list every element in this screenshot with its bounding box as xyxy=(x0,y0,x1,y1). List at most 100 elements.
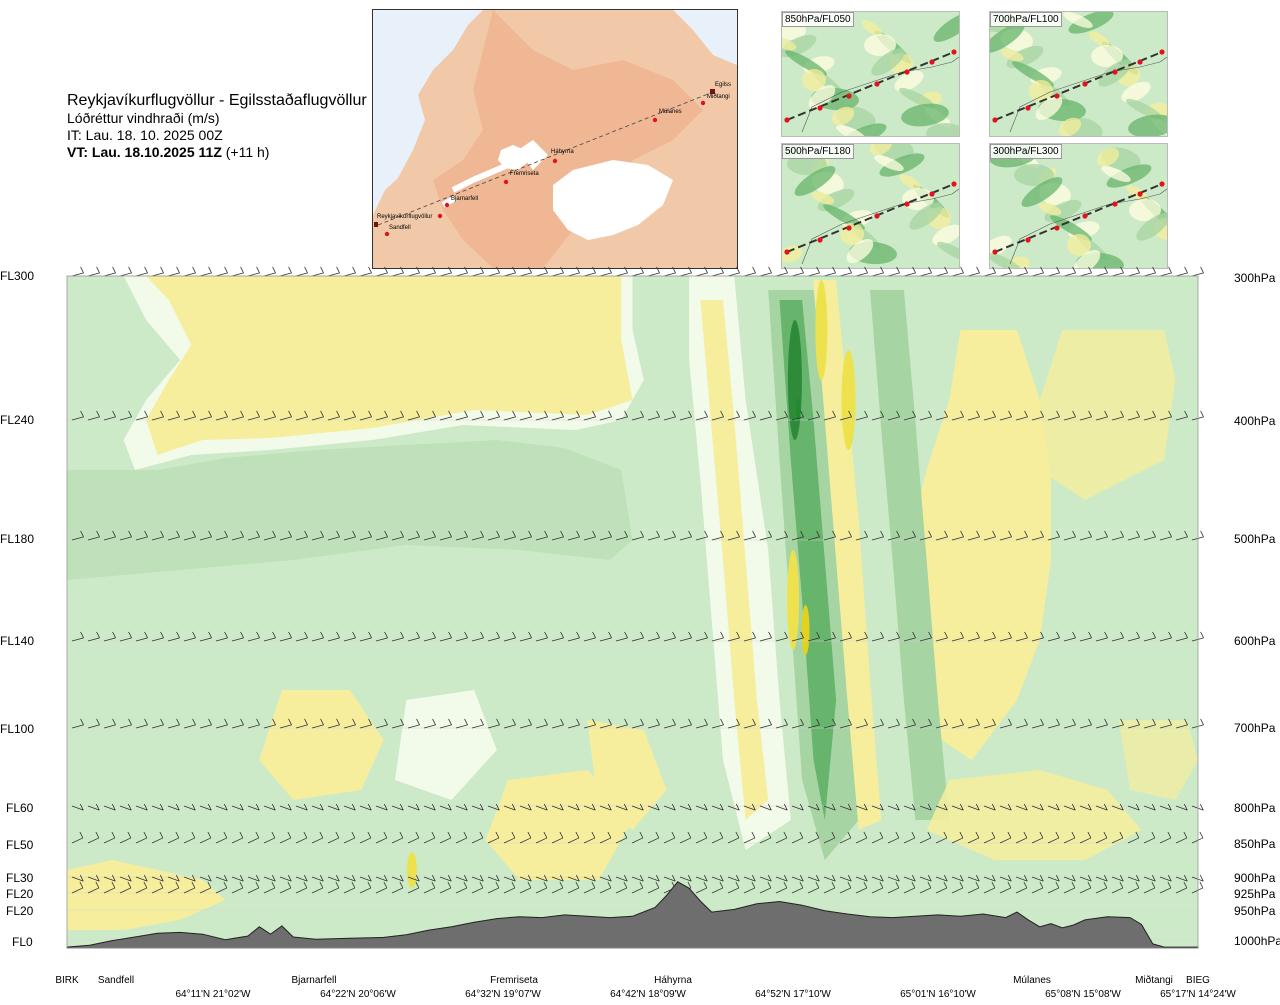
wind-barb-flag xyxy=(815,831,820,839)
wind-barb xyxy=(1031,724,1044,729)
wind-barb-flag xyxy=(79,803,84,811)
wind-barb xyxy=(807,637,820,642)
wind-barb-flag xyxy=(431,803,436,811)
wind-barb xyxy=(871,805,884,811)
wind-barb-flag xyxy=(528,410,532,418)
wind-barb xyxy=(695,837,708,844)
wind-barb-flag xyxy=(656,266,660,274)
wind-barb xyxy=(647,837,660,844)
level-map-field xyxy=(869,144,893,156)
wind-barb-flag xyxy=(592,631,596,639)
wind-barb xyxy=(743,887,756,894)
wind-barb xyxy=(1031,876,1044,882)
wind-barb xyxy=(455,637,468,642)
wind-barb-flag xyxy=(128,530,132,538)
wind-barb xyxy=(967,805,980,811)
wind-barb xyxy=(199,416,212,421)
wind-barb-flag xyxy=(751,874,756,882)
wind-barb xyxy=(983,724,996,729)
wind-barb-flag xyxy=(1040,410,1044,418)
wind-barb xyxy=(103,724,116,729)
map-label-egilsstadir: Egilss xyxy=(715,82,732,88)
wind-barb xyxy=(199,837,212,844)
wind-barb xyxy=(199,876,212,882)
wind-barb-flag xyxy=(719,831,724,839)
route-map-waypoint xyxy=(552,158,558,164)
wind-barb-flag xyxy=(975,881,980,889)
wind-barb-flag xyxy=(1167,881,1172,889)
wind-barb-flag xyxy=(95,881,100,889)
wind-barb xyxy=(103,887,116,894)
wind-barb-flag xyxy=(368,266,372,274)
wind-barb-flag xyxy=(799,803,804,811)
wind-barb-flag xyxy=(639,803,644,811)
wind-barb xyxy=(903,805,916,811)
wind-barb-flag xyxy=(1168,718,1172,726)
wind-barb-flag xyxy=(192,266,196,274)
wind-barb xyxy=(471,416,484,421)
wind-barb xyxy=(279,724,292,729)
wind-barb xyxy=(407,724,420,729)
wind-barb-flag xyxy=(303,874,308,882)
wind-barb xyxy=(551,805,564,811)
wind-barb-flag xyxy=(991,803,996,811)
wind-barb xyxy=(247,416,260,421)
level-map-field xyxy=(1121,81,1151,103)
wind-barb-flag xyxy=(416,631,420,639)
wind-barb-flag xyxy=(127,874,132,882)
wind-barb-flag xyxy=(1024,530,1028,538)
level-map-route-line xyxy=(786,51,955,121)
wind-barb-flag xyxy=(928,266,932,274)
wind-barb xyxy=(215,724,228,729)
wind-barb-flag xyxy=(959,881,964,889)
wind-barb xyxy=(855,837,868,844)
y-tick-left: FL180 xyxy=(0,532,35,546)
wind-barb-flag xyxy=(319,803,324,811)
wind-barb xyxy=(119,876,132,882)
wind-barb-flag xyxy=(560,631,564,639)
wind-barb-flag xyxy=(960,266,964,274)
wind-barb xyxy=(855,536,868,541)
wind-barb xyxy=(1175,272,1188,277)
wind-barb xyxy=(231,887,244,894)
wind-barb-flag xyxy=(128,410,132,418)
wind-barb-flag xyxy=(176,410,180,418)
wind-barb-flag xyxy=(1151,874,1156,882)
wind-barb xyxy=(215,272,228,277)
wind-barb-flag xyxy=(944,718,948,726)
wind-barb-flag xyxy=(448,266,452,274)
wind-barb-flag xyxy=(160,718,164,726)
level-map-waypoint xyxy=(1054,225,1060,231)
wind-barb xyxy=(951,637,964,642)
wind-barb xyxy=(855,876,868,882)
wind-barb-flag xyxy=(815,881,820,889)
wind-barb-flag xyxy=(351,831,356,839)
y-tick-right: 800hPa xyxy=(1234,801,1276,815)
wind-barb-flag xyxy=(79,831,84,839)
wind-barb xyxy=(279,837,292,844)
wind-barb-flag xyxy=(336,410,340,418)
wind-barb-flag xyxy=(1103,803,1108,811)
wind-barb xyxy=(167,272,180,277)
wind-barb xyxy=(199,536,212,541)
wind-barb xyxy=(567,416,580,421)
wind-barb-flag xyxy=(1167,874,1172,882)
wind-barb-flag xyxy=(975,831,980,839)
level-map-field xyxy=(879,153,925,177)
wind-barb xyxy=(983,876,996,882)
level-map-field xyxy=(831,106,855,126)
wind-barb-flag xyxy=(287,831,292,839)
wind-barb xyxy=(391,416,404,421)
wind-barb xyxy=(1079,837,1092,844)
wind-barb-flag xyxy=(255,874,260,882)
wind-barb xyxy=(743,272,756,277)
wind-barb xyxy=(503,272,516,277)
wind-barb-flag xyxy=(592,530,596,538)
wind-barb xyxy=(839,724,852,729)
wind-barb-flag xyxy=(447,831,452,839)
wind-barb-flag xyxy=(495,874,500,882)
wind-barb-flag xyxy=(943,831,948,839)
wind-barb-flag xyxy=(640,530,644,538)
level-map-waypoint xyxy=(951,181,957,187)
